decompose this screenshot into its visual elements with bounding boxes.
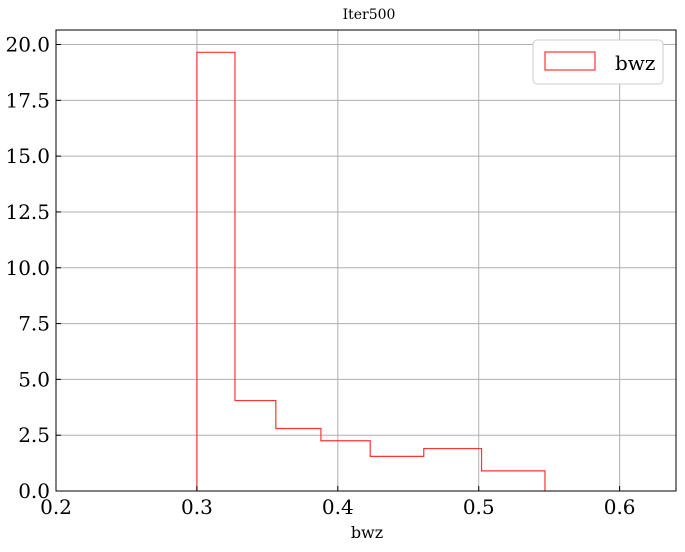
x-tick-label: 0.2	[40, 495, 72, 519]
y-tick-label: 20.0	[5, 33, 50, 57]
histogram-step-series	[196, 51, 546, 491]
plot-frame	[55, 29, 677, 492]
legend-swatch	[544, 51, 596, 71]
y-tick-label: 7.5	[18, 312, 50, 336]
y-tick-label: 17.5	[5, 88, 50, 112]
legend-box	[532, 39, 664, 85]
legend: bwz	[532, 39, 664, 85]
tick-labels: 0.2 0.3 0.4 0.5 0.6 0.0 2.5 5.0 7.5 10.0 12.5 15.0 1…	[5, 33, 635, 519]
x-axis-title: bwz	[351, 523, 383, 542]
y-tick-label: 5.0	[18, 367, 50, 391]
x-tick-label: 0.3	[181, 495, 213, 519]
y-tick-label: 2.5	[18, 423, 50, 447]
chart-title: Iter500	[343, 7, 396, 23]
y-tick-label: 10.0	[5, 256, 50, 280]
tick-marks	[55, 44, 621, 492]
y-tick-label: 12.5	[5, 200, 50, 224]
series-layer	[196, 51, 546, 491]
y-tick-label: 0.0	[18, 479, 50, 503]
y-tick-label: 15.0	[5, 144, 50, 168]
grid-lines	[55, 30, 676, 492]
x-tick-label: 0.6	[604, 495, 636, 519]
x-tick-label: 0.4	[322, 495, 354, 519]
legend-label: bwz	[615, 51, 655, 75]
x-tick-label: 0.5	[463, 495, 495, 519]
